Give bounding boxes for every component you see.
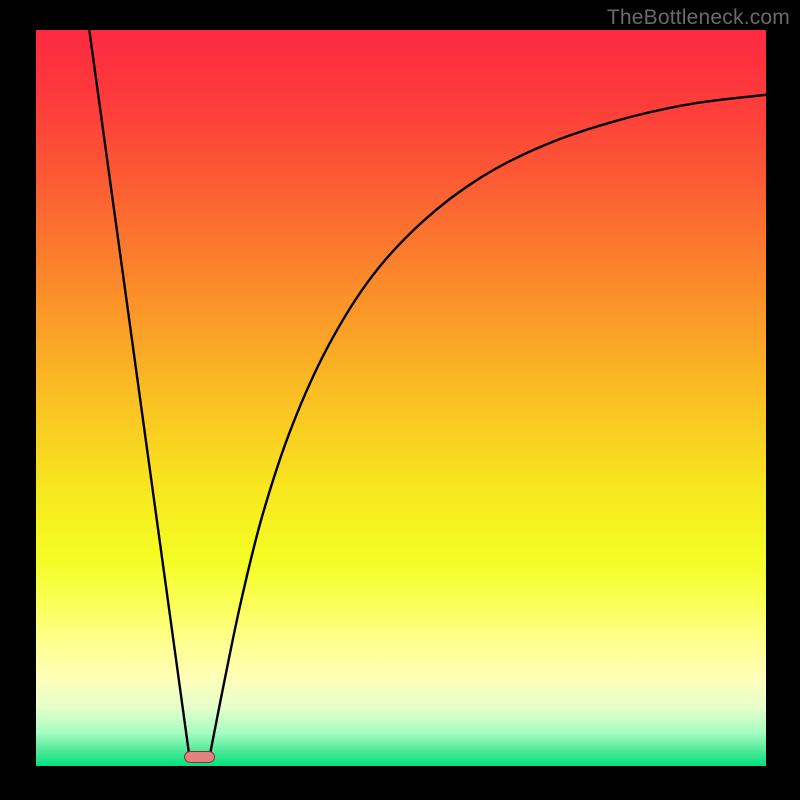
bottleneck-curve: [36, 30, 766, 766]
plot-area: [36, 30, 766, 766]
plot-outer-frame: [0, 0, 800, 800]
minimum-marker: [184, 751, 215, 764]
chart-container: TheBottleneck.com: [0, 0, 800, 800]
watermark-text: TheBottleneck.com: [607, 6, 790, 30]
